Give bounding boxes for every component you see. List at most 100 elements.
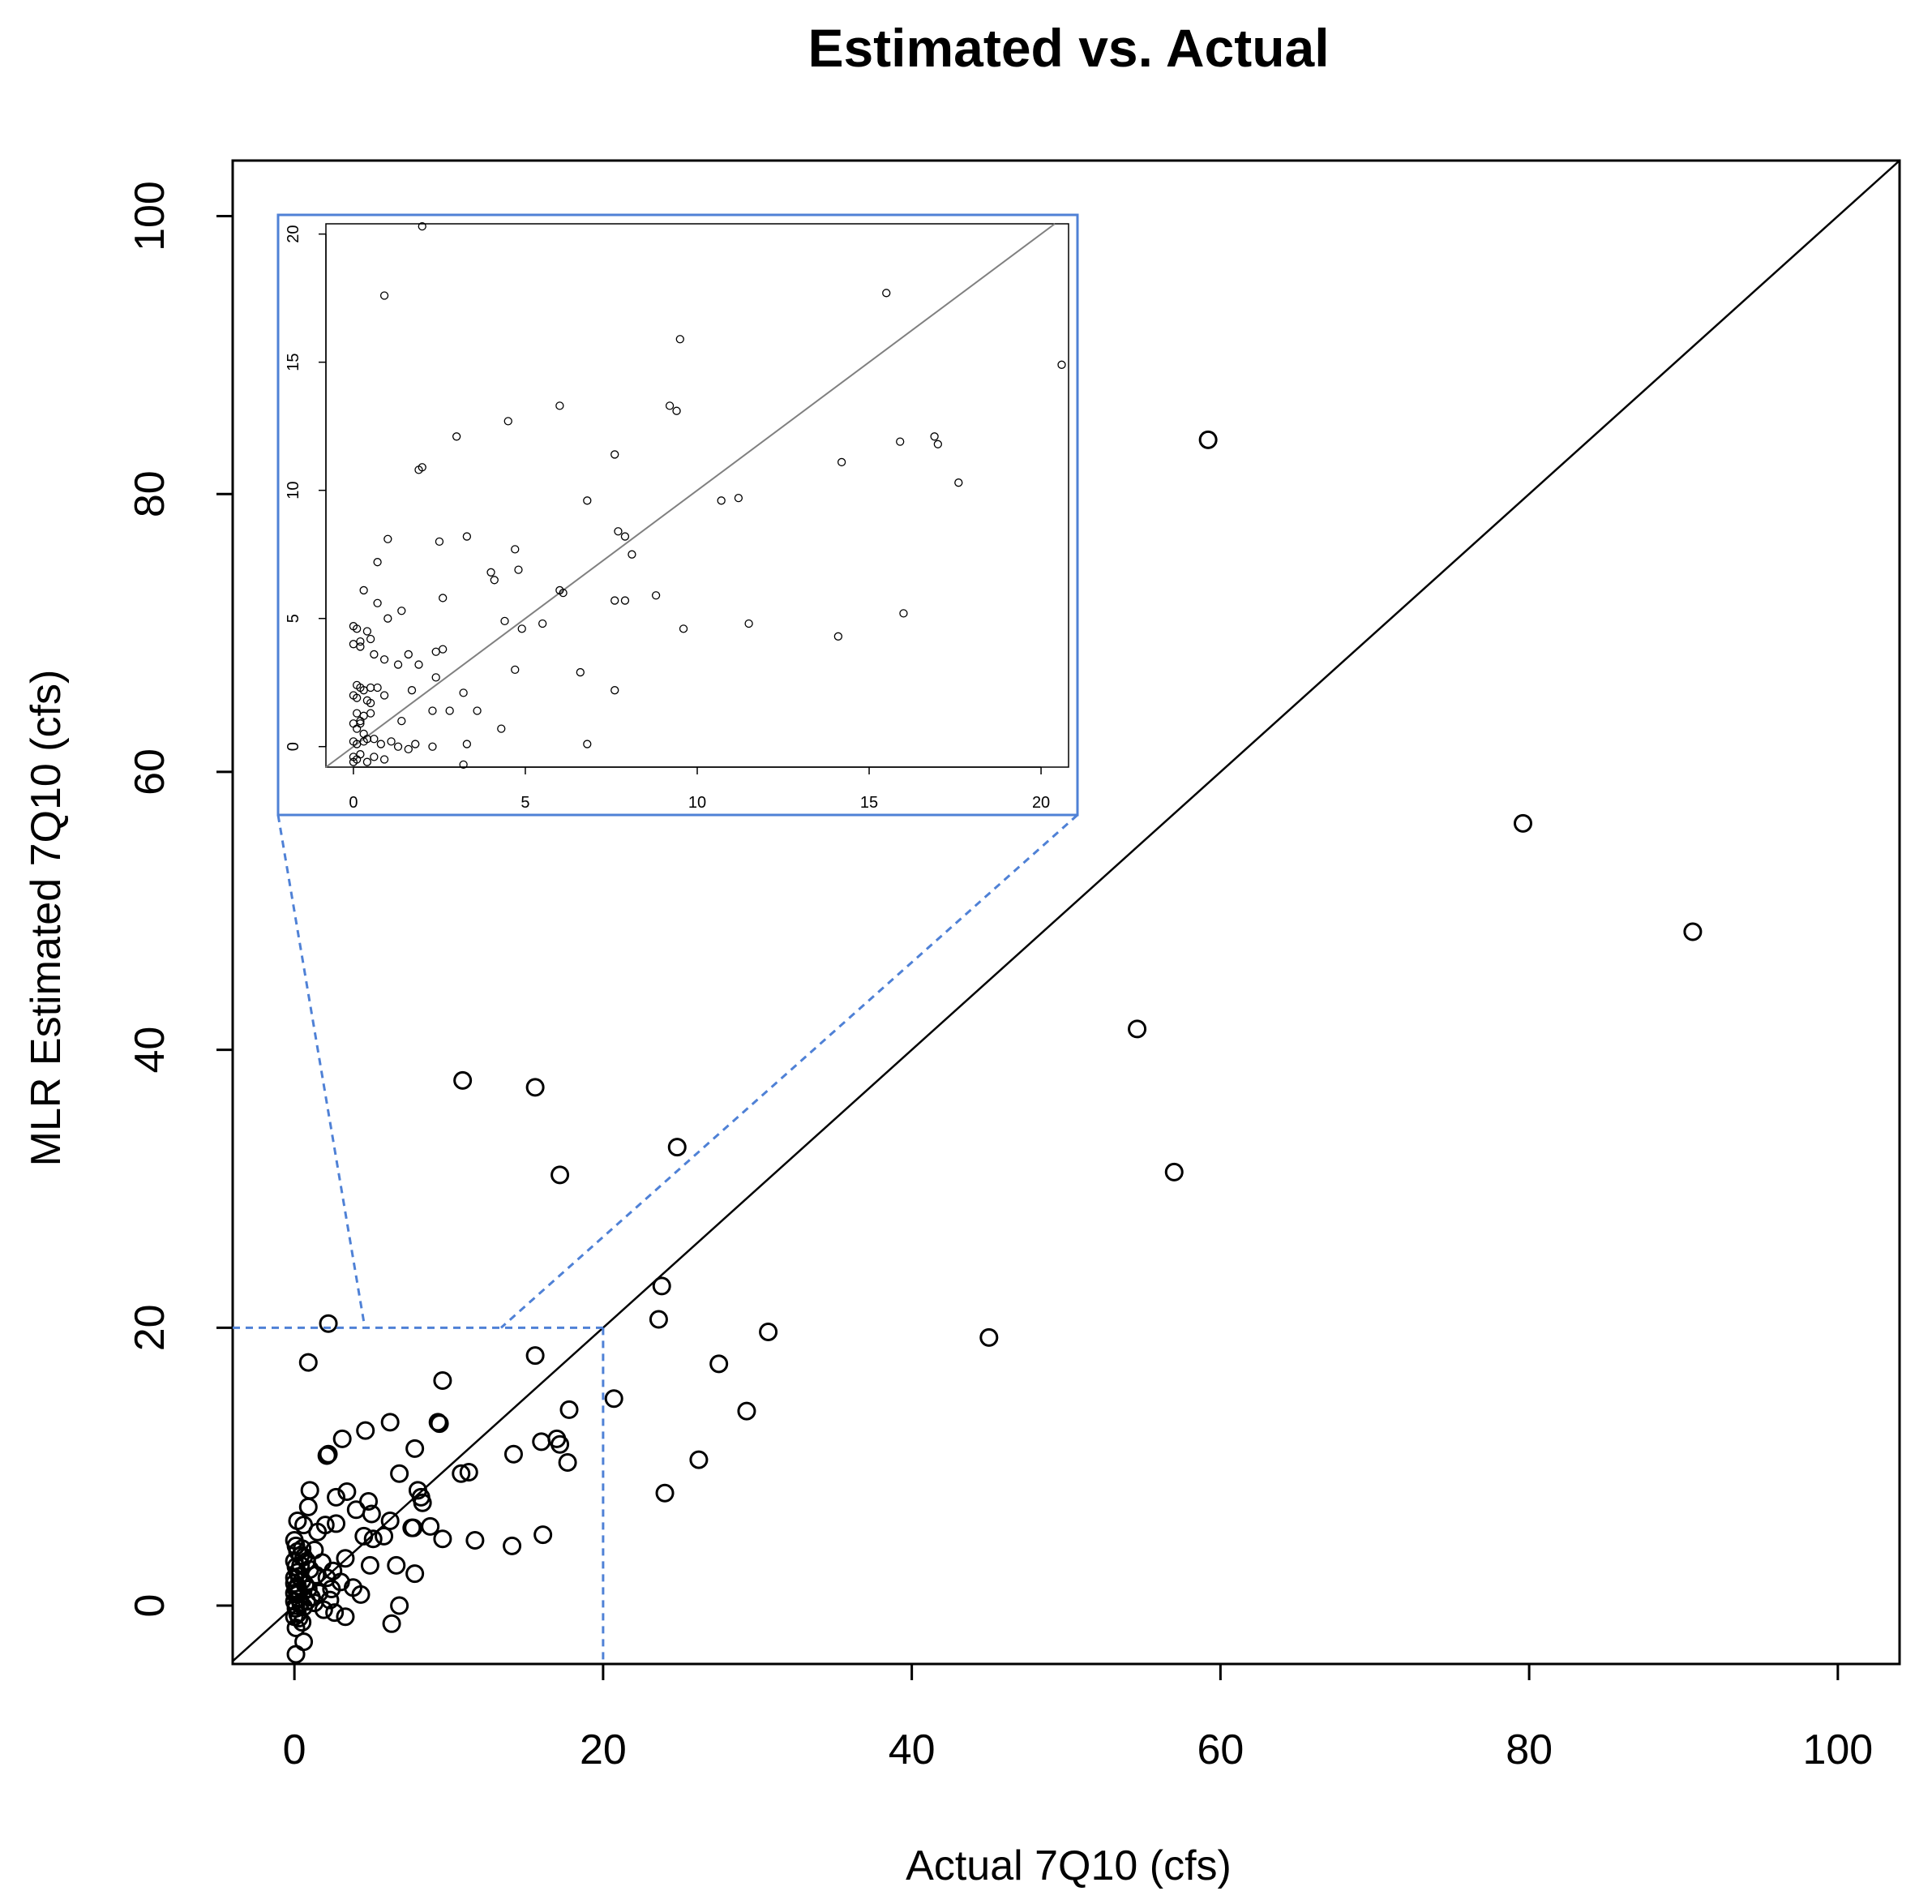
inset-data-point xyxy=(359,585,368,595)
y-tick-label: 20 xyxy=(126,1304,173,1351)
data-point xyxy=(689,1450,709,1469)
inset-data-point xyxy=(362,627,372,636)
x-tick-label: 0 xyxy=(283,1726,306,1773)
inset-data-point xyxy=(452,432,461,441)
inset-y-tick-label: 5 xyxy=(285,614,302,623)
data-point xyxy=(604,1389,623,1409)
data-point xyxy=(759,1322,778,1341)
data-point xyxy=(322,1579,341,1598)
data-point xyxy=(413,1493,432,1512)
data-point xyxy=(452,1464,471,1483)
inset-x-tick-label: 20 xyxy=(1032,794,1050,812)
inset-data-point xyxy=(379,755,389,764)
inset-data-point xyxy=(672,406,681,415)
data-point xyxy=(362,1504,381,1524)
data-point xyxy=(402,1518,422,1537)
data-point xyxy=(1513,813,1532,833)
inset-data-point xyxy=(734,494,743,503)
data-point xyxy=(380,1413,400,1432)
data-point xyxy=(319,1444,338,1464)
inset-data-point xyxy=(359,737,368,746)
data-point xyxy=(453,1070,473,1090)
inset-data-point xyxy=(538,619,547,628)
inset-data-point xyxy=(362,757,372,766)
inset-x-tick-label: 5 xyxy=(520,794,529,812)
inset-data-point xyxy=(414,660,423,669)
data-point xyxy=(327,1514,346,1533)
inset-data-point xyxy=(833,632,843,641)
inset-data-point xyxy=(383,534,392,543)
data-point xyxy=(433,1370,452,1390)
data-point xyxy=(1683,922,1703,941)
data-point xyxy=(285,1607,304,1627)
inset-data-point xyxy=(882,289,891,298)
data-point xyxy=(405,1439,425,1458)
inset-data-point xyxy=(717,496,726,505)
inset-y-tick-label: 15 xyxy=(285,354,302,371)
data-point xyxy=(363,1529,383,1549)
inset-data-point xyxy=(366,698,375,708)
data-point xyxy=(655,1483,675,1503)
inset-data-point xyxy=(651,591,661,600)
data-point xyxy=(503,1444,523,1464)
data-point xyxy=(1198,430,1218,449)
inset-data-point xyxy=(744,619,753,628)
inset-data-point xyxy=(503,417,512,426)
data-point xyxy=(356,1421,375,1440)
data-point xyxy=(433,1529,452,1549)
inset-data-point xyxy=(490,576,499,585)
data-point xyxy=(390,1596,409,1615)
y-tick-label: 80 xyxy=(126,470,173,517)
data-point xyxy=(559,1400,579,1419)
inset-data-point xyxy=(428,706,437,715)
data-point xyxy=(327,1487,346,1507)
data-point xyxy=(314,1600,333,1619)
data-point xyxy=(465,1530,485,1550)
data-point xyxy=(558,1453,577,1473)
inset-data-point xyxy=(370,753,379,761)
inset-data-point xyxy=(379,291,389,300)
inset-data-point xyxy=(445,706,454,715)
data-point xyxy=(336,1549,355,1568)
inset-data-point xyxy=(500,616,509,626)
data-point xyxy=(382,1614,401,1633)
inset-data-point xyxy=(665,401,675,410)
reference-line xyxy=(232,160,1900,1662)
data-point xyxy=(649,1310,668,1329)
inset-data-point xyxy=(407,686,417,695)
data-point xyxy=(375,1526,394,1546)
inset-data-point xyxy=(373,598,382,607)
data-point xyxy=(652,1276,671,1296)
data-point xyxy=(1164,1162,1184,1181)
y-tick-label: 40 xyxy=(126,1027,173,1074)
y-tick-label: 100 xyxy=(126,181,173,251)
inset-data-point xyxy=(439,645,448,654)
x-tick-label: 80 xyxy=(1506,1726,1553,1773)
inset-data-point xyxy=(411,740,420,748)
inset-data-point xyxy=(837,457,846,467)
inset-data-point xyxy=(486,568,495,577)
data-point xyxy=(286,1618,306,1637)
inset-data-point xyxy=(397,607,406,615)
inset-data-point xyxy=(614,527,623,536)
inset-data-point xyxy=(349,757,358,766)
zoom-connector-right xyxy=(500,813,1078,1329)
data-point xyxy=(387,1555,406,1575)
inset-data-point xyxy=(514,565,523,574)
inset-data-point xyxy=(431,673,440,682)
inset-data-point xyxy=(439,594,448,603)
inset-data-point xyxy=(366,709,375,718)
data-point xyxy=(315,1516,335,1535)
inset-data-point xyxy=(353,624,362,633)
inset-data-point xyxy=(462,740,472,748)
inset-reference-line xyxy=(325,223,1056,768)
inset-data-point xyxy=(559,588,568,598)
data-point xyxy=(354,1526,374,1546)
inset-data-point xyxy=(356,719,365,728)
data-point xyxy=(294,1516,314,1535)
inset-data-point xyxy=(418,463,426,472)
inset-frame xyxy=(276,213,1079,817)
chart-title: Estimated vs. Actual xyxy=(807,18,1329,78)
